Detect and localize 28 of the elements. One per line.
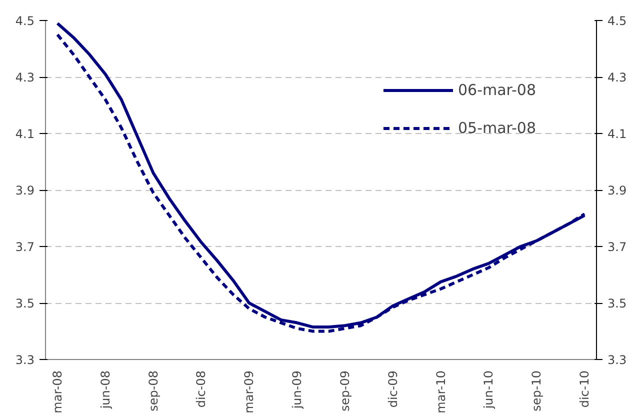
y-tick-label: 4.5 xyxy=(15,14,35,28)
y2-tick-label: 3.7 xyxy=(608,240,627,254)
y-tick-label: 3.5 xyxy=(15,296,35,310)
x-tick-label: sep-08 xyxy=(146,370,160,412)
y-tick-label: 3.9 xyxy=(15,184,35,198)
x-tick-label: sep-09 xyxy=(338,370,352,412)
y2-tick-label: 4.1 xyxy=(608,127,627,141)
x-tick-label: dic-08 xyxy=(194,370,208,408)
legend-label: 06-mar-08 xyxy=(458,81,536,99)
y2-tick-label: 3.5 xyxy=(608,296,627,310)
x-tick-label: sep-10 xyxy=(530,370,544,412)
x-tick-label: jun-08 xyxy=(98,370,112,410)
y2-tick-label: 3.3 xyxy=(608,353,627,367)
y-tick-label: 4.3 xyxy=(15,70,35,84)
x-tick-label: dic-09 xyxy=(386,370,400,408)
x-tick-label: dic-10 xyxy=(578,370,592,408)
y-tick-label: 3.3 xyxy=(15,353,35,367)
x-tick-label: mar-08 xyxy=(50,370,64,414)
y2-tick-label: 3.9 xyxy=(608,184,627,198)
x-tick-label: jun-10 xyxy=(482,370,496,410)
legend-label: 05-mar-08 xyxy=(458,119,536,137)
y2-tick-label: 4.3 xyxy=(608,70,627,84)
y-tick-label: 4.1 xyxy=(15,127,35,141)
x-tick-label: mar-10 xyxy=(434,370,448,414)
y-tick-label: 3.7 xyxy=(15,240,35,254)
x-tick-label: mar-09 xyxy=(242,370,256,414)
y2-tick-label: 4.5 xyxy=(608,14,627,28)
x-tick-label: jun-09 xyxy=(290,370,304,410)
